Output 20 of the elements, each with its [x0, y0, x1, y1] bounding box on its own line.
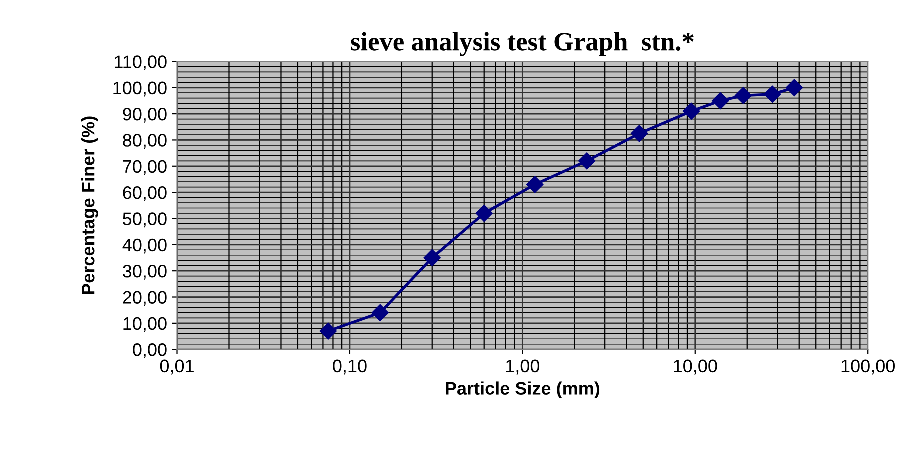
y-tick-label: 90,00	[123, 108, 167, 123]
y-tick-label: 30,00	[123, 265, 167, 280]
y-tick-label: 80,00	[123, 134, 167, 150]
x-tick-label: 1,00	[506, 360, 540, 375]
y-tick-label: 50,00	[123, 212, 167, 228]
y-tick-label: 40,00	[122, 238, 167, 254]
y-tick-label: 60,00	[123, 186, 167, 202]
x-tick-label: 10,00	[674, 360, 718, 375]
y-tick-label: 100,00	[114, 82, 167, 97]
chart-title: sieve analysis test Graph stn.*	[351, 32, 694, 56]
x-axis-title: Particle Size (mm)	[446, 382, 600, 399]
x-tick-label: 0,10	[333, 360, 367, 375]
y-tick-label: 20,00	[123, 291, 167, 306]
x-tick-label: 0,01	[160, 360, 194, 375]
y-tick-label: 70,00	[123, 160, 167, 176]
x-tick-label: 100,00	[842, 360, 896, 375]
y-tick-label: 0,00	[133, 344, 167, 358]
y-tick-label: 10,00	[124, 317, 167, 332]
y-tick-label: 110,00	[115, 56, 167, 71]
y-axis-title: Percentage Finer (%)	[82, 116, 98, 294]
